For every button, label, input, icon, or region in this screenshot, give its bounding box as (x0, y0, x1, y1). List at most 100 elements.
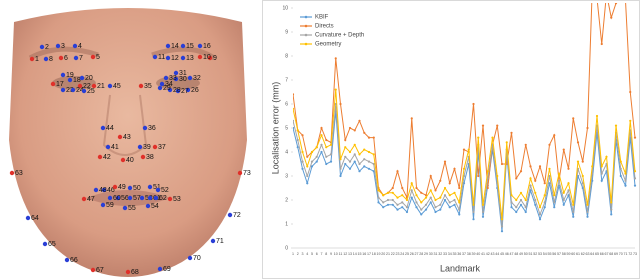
point (339, 158, 342, 161)
point (439, 196, 442, 199)
point (320, 143, 323, 146)
x-tick-label: 59 (567, 252, 571, 256)
point (524, 210, 527, 214)
point (567, 167, 570, 170)
y-tick-label: 1 (285, 221, 288, 227)
y-tick-label: 6 (285, 101, 288, 107)
y-tick-label: 2 (285, 197, 288, 203)
point (429, 189, 432, 192)
eyebrow (28, 46, 99, 61)
point (382, 206, 385, 209)
point (405, 198, 409, 202)
x-tick-label: 10 (334, 252, 338, 256)
point (320, 134, 323, 137)
x-tick-label: 29 (424, 252, 428, 256)
landmark-dot (173, 70, 179, 76)
x-tick-label: 49 (519, 252, 523, 256)
landmark-label: 33 (169, 75, 177, 82)
y-tick-label: 0 (285, 245, 288, 251)
landmark-label: 37 (158, 144, 166, 151)
x-tick-label: 20 (381, 252, 385, 256)
point (396, 208, 399, 211)
landmark-label: 72 (233, 212, 241, 219)
landmark-label: 18 (73, 77, 81, 84)
point (505, 141, 508, 144)
landmark-dot (120, 157, 126, 163)
point (534, 191, 537, 194)
point (486, 170, 489, 173)
landmark-label: 46 (107, 187, 115, 194)
landmark-label: 49 (118, 184, 126, 191)
point (600, 165, 603, 168)
landmark-label: 64 (31, 215, 39, 222)
landmark-label: 54 (151, 203, 159, 210)
landmark-dot (197, 43, 203, 49)
point (515, 177, 518, 180)
point (581, 160, 584, 163)
point (439, 208, 442, 211)
x-tick-label: 43 (491, 252, 495, 256)
point (619, 160, 622, 163)
point (624, 179, 627, 182)
point (633, 177, 637, 180)
x-tick-label: 71 (624, 252, 628, 256)
point (391, 191, 394, 194)
landmark-label: 36 (148, 125, 156, 132)
point (567, 182, 570, 185)
point (325, 146, 328, 149)
landmark-dot (157, 85, 163, 91)
point (510, 201, 513, 204)
x-tick-label: 3 (302, 252, 304, 256)
landmark-label: 12 (171, 55, 179, 62)
landmark-label: 40 (126, 157, 134, 164)
point (334, 57, 337, 60)
point (538, 206, 542, 209)
point (624, 184, 627, 187)
landmark-dot (137, 144, 143, 150)
y-tick-label: 9 (285, 29, 288, 35)
landmark-dot (173, 76, 179, 82)
point (557, 172, 561, 175)
landmark-dot (180, 55, 186, 61)
point (614, 124, 618, 127)
landmark-label: 73 (243, 170, 251, 177)
point (293, 126, 295, 130)
landmark-label: 32 (193, 75, 201, 82)
point (529, 184, 532, 187)
landmark-label: 65 (48, 241, 56, 248)
landmark-dot (81, 196, 87, 202)
point (296, 129, 299, 132)
point (363, 158, 366, 161)
landmark-dot (127, 195, 133, 201)
landmark-dot (153, 195, 159, 201)
point (410, 182, 413, 185)
point (386, 198, 390, 202)
point (353, 160, 356, 163)
x-tick-label: 57 (557, 252, 561, 256)
point (572, 210, 575, 214)
point (538, 218, 542, 221)
point (301, 160, 304, 163)
landmark-dot (50, 81, 56, 87)
x-tick-label: 64 (590, 252, 594, 256)
x-tick-label: 1 (292, 252, 294, 256)
point (562, 203, 565, 206)
point (434, 210, 437, 214)
point (348, 167, 352, 170)
point (538, 213, 542, 216)
landmark-dot (125, 269, 131, 275)
x-tick-label: 45 (500, 252, 504, 256)
point (443, 194, 447, 197)
point (500, 225, 504, 228)
x-tick-label: 22 (391, 252, 395, 256)
point (548, 143, 551, 146)
point (344, 138, 347, 142)
x-tick-label: 44 (495, 252, 499, 256)
x-tick-label: 55 (548, 252, 552, 256)
point (562, 148, 565, 151)
x-tick-label: 32 (438, 252, 442, 256)
landmark-label: 8 (49, 56, 53, 63)
x-tick-label: 11 (339, 252, 343, 256)
x-tick-label: 12 (343, 252, 347, 256)
point (377, 196, 380, 199)
